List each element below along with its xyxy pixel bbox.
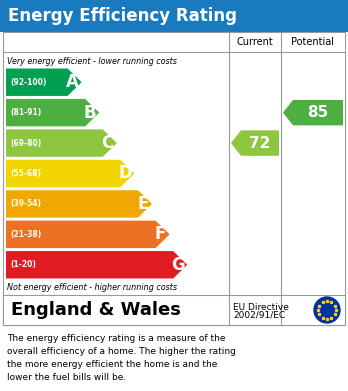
Circle shape bbox=[314, 297, 340, 323]
Polygon shape bbox=[6, 99, 99, 126]
Text: 72: 72 bbox=[249, 136, 271, 151]
Bar bbox=[3, 32, 345, 325]
Text: B: B bbox=[84, 104, 96, 122]
Polygon shape bbox=[6, 221, 169, 248]
Text: Potential: Potential bbox=[292, 37, 334, 47]
Text: (21-38): (21-38) bbox=[10, 230, 41, 239]
Bar bbox=[3, 295, 345, 325]
Text: (69-80): (69-80) bbox=[10, 138, 41, 147]
Text: (81-91): (81-91) bbox=[10, 108, 41, 117]
Polygon shape bbox=[231, 130, 279, 156]
Polygon shape bbox=[6, 68, 81, 96]
Polygon shape bbox=[6, 251, 187, 278]
Polygon shape bbox=[6, 160, 134, 187]
Text: England & Wales: England & Wales bbox=[11, 301, 181, 319]
Text: 2002/91/EC: 2002/91/EC bbox=[233, 310, 285, 319]
Text: G: G bbox=[171, 256, 185, 274]
Text: The energy efficiency rating is a measure of the
overall efficiency of a home. T: The energy efficiency rating is a measur… bbox=[7, 334, 236, 382]
Polygon shape bbox=[6, 129, 117, 157]
Text: (1-20): (1-20) bbox=[10, 260, 36, 269]
Text: F: F bbox=[155, 225, 166, 243]
Text: Energy Efficiency Rating: Energy Efficiency Rating bbox=[8, 7, 237, 25]
Text: E: E bbox=[137, 195, 149, 213]
Text: Not energy efficient - higher running costs: Not energy efficient - higher running co… bbox=[7, 283, 177, 292]
Text: 85: 85 bbox=[307, 105, 329, 120]
Polygon shape bbox=[6, 190, 152, 218]
Bar bbox=[0, 0, 348, 32]
Polygon shape bbox=[283, 100, 343, 126]
Text: Very energy efficient - lower running costs: Very energy efficient - lower running co… bbox=[7, 57, 177, 66]
Text: (39-54): (39-54) bbox=[10, 199, 41, 208]
Text: A: A bbox=[66, 73, 79, 91]
Text: D: D bbox=[118, 165, 132, 183]
Text: C: C bbox=[102, 134, 114, 152]
Text: Current: Current bbox=[237, 37, 274, 47]
Text: (55-68): (55-68) bbox=[10, 169, 41, 178]
Text: EU Directive: EU Directive bbox=[233, 303, 289, 312]
Text: (92-100): (92-100) bbox=[10, 78, 46, 87]
